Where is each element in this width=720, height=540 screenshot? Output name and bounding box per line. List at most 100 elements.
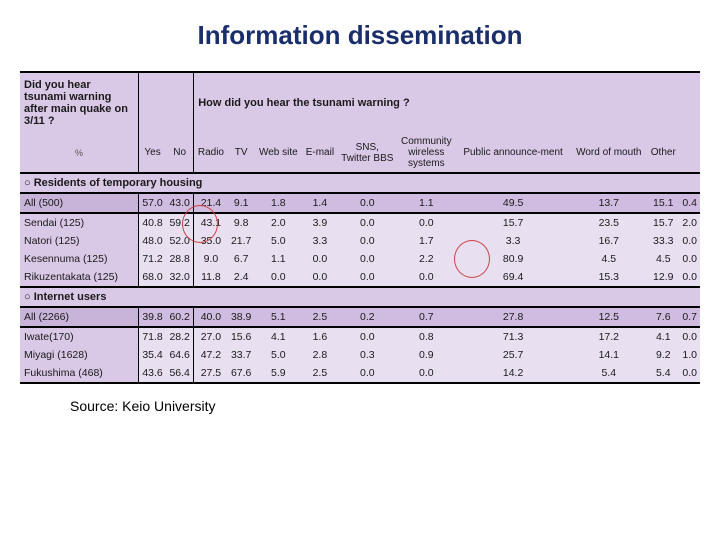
cell: 0.0 [397,213,456,232]
cell: 15.3 [570,268,647,287]
cell: 3.3 [302,232,338,250]
table-row: Natori (125)48.052.035.021.75.03.30.01.7… [20,232,700,250]
col-yes: Yes [139,133,167,173]
cell: 48.0 [139,232,167,250]
slide: Information dissemination Did you hear t… [0,0,720,540]
cell: 0.0 [338,364,397,383]
cell: 2.0 [255,213,302,232]
col-email: E-mail [302,133,338,173]
cell: 0.0 [338,232,397,250]
cell: 16.7 [570,232,647,250]
cell: 2.5 [302,307,338,327]
cell: 43.0 [166,193,194,213]
cell: 60.2 [166,307,194,327]
cell: 0.8 [397,327,456,346]
cell: 0.4 [679,193,700,213]
cell: 0.0 [302,250,338,268]
col-tv: TV [228,133,255,173]
cell: 33.3 [647,232,679,250]
row-label: All (500) [20,193,139,213]
cell: 4.5 [647,250,679,268]
section1-label: ○ Residents of temporary housing [20,173,679,193]
cell: 0.0 [679,364,700,383]
cell: 80.9 [456,250,571,268]
cell: 0.0 [679,268,700,287]
cell: 64.6 [166,346,194,364]
cell: 67.6 [228,364,255,383]
q2-header: How did you hear the tsunami warning ? [194,72,680,133]
cell: 69.4 [456,268,571,287]
data-table: Did you hear tsunami warning after main … [20,71,700,384]
cell: 0.0 [679,232,700,250]
cell: 9.2 [647,346,679,364]
cell: 2.0 [679,213,700,232]
cell: 15.7 [647,213,679,232]
cell: 28.8 [166,250,194,268]
cell: 49.5 [456,193,571,213]
cell: 56.4 [166,364,194,383]
cell: 12.5 [570,307,647,327]
cell: 9.0 [194,250,228,268]
cell: 71.2 [139,250,167,268]
cell: 4.1 [255,327,302,346]
cell: 7.6 [647,307,679,327]
cell: 0.0 [679,250,700,268]
q1-header: Did you hear tsunami warning after main … [20,72,139,133]
cell: 9.8 [228,213,255,232]
cell: 40.0 [194,307,228,327]
col-word: Word of mouth [570,133,647,173]
cell: 32.0 [166,268,194,287]
cell: 0.0 [338,250,397,268]
cell: 1.6 [302,327,338,346]
cell: 2.5 [302,364,338,383]
cell: 5.4 [570,364,647,383]
cell: 39.8 [139,307,167,327]
table-row: Miyagi (1628)35.464.647.233.75.02.80.30.… [20,346,700,364]
cell: 43.6 [139,364,167,383]
cell: 0.3 [338,346,397,364]
cell: 28.2 [166,327,194,346]
cell: 3.3 [456,232,571,250]
row-label: Iwate(170) [20,327,139,346]
cell: 3.9 [302,213,338,232]
cell: 38.9 [228,307,255,327]
cell: 4.5 [570,250,647,268]
cell: 0.0 [338,193,397,213]
cell: 25.7 [456,346,571,364]
col-other: Other [647,133,679,173]
cell: 0.0 [679,327,700,346]
col-web: Web site [255,133,302,173]
table-row: Kesennuma (125)71.228.89.06.71.10.00.02.… [20,250,700,268]
cell: 9.1 [228,193,255,213]
cell: 0.0 [302,268,338,287]
cell: 23.5 [570,213,647,232]
table-container: Did you hear tsunami warning after main … [20,71,700,384]
cell: 27.0 [194,327,228,346]
cell: 59.2 [166,213,194,232]
cell: 35.4 [139,346,167,364]
cell: 0.7 [679,307,700,327]
col-community: Community wireless systems [397,133,456,173]
cell: 27.8 [456,307,571,327]
cell: 6.7 [228,250,255,268]
cell: 15.1 [647,193,679,213]
table-row: Rikuzentakata (125)68.032.011.82.40.00.0… [20,268,700,287]
cell: 57.0 [139,193,167,213]
cell: 1.1 [397,193,456,213]
cell: 12.9 [647,268,679,287]
cell: 15.7 [456,213,571,232]
col-public: Public announce-ment [456,133,571,173]
row-label: All (2266) [20,307,139,327]
cell: 2.4 [228,268,255,287]
slide-title: Information dissemination [0,0,720,61]
cell: 0.0 [338,327,397,346]
cell: 0.2 [338,307,397,327]
cell: 5.0 [255,346,302,364]
table-row: Fukushima (468)43.656.427.567.65.92.50.0… [20,364,700,383]
cell: 2.2 [397,250,456,268]
col-radio: Radio [194,133,228,173]
row-label: Fukushima (468) [20,364,139,383]
cell: 0.0 [397,268,456,287]
cell: 40.8 [139,213,167,232]
cell: 14.1 [570,346,647,364]
